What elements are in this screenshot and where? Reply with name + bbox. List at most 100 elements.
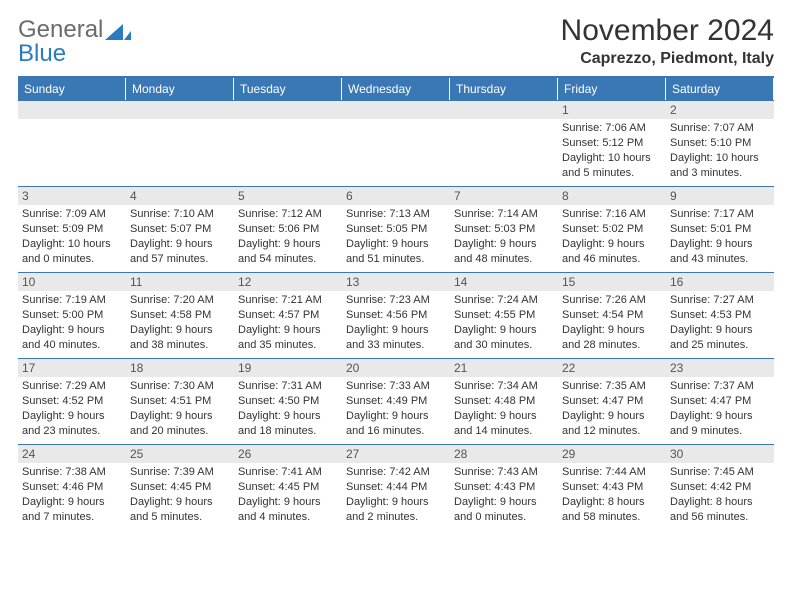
day-number: 7 [450, 187, 558, 205]
sunrise-text: Sunrise: 7:09 AM [22, 207, 122, 222]
day-number: 27 [342, 445, 450, 463]
calendar-cell: 27Sunrise: 7:42 AMSunset: 4:44 PMDayligh… [342, 444, 450, 530]
daylight-text: Daylight: 9 hours and 25 minutes. [670, 323, 770, 353]
logo-text-2: Blue [18, 40, 66, 67]
calendar-cell: 15Sunrise: 7:26 AMSunset: 4:54 PMDayligh… [558, 272, 666, 358]
day-number: 12 [234, 273, 342, 291]
day-details: Sunrise: 7:34 AMSunset: 4:48 PMDaylight:… [450, 377, 558, 442]
day-number: 15 [558, 273, 666, 291]
sunrise-text: Sunrise: 7:39 AM [130, 465, 230, 480]
day-details: Sunrise: 7:30 AMSunset: 4:51 PMDaylight:… [126, 377, 234, 442]
calendar-cell: 7Sunrise: 7:14 AMSunset: 5:03 PMDaylight… [450, 186, 558, 272]
daylight-text: Daylight: 9 hours and 23 minutes. [22, 409, 122, 439]
day-details: Sunrise: 7:44 AMSunset: 4:43 PMDaylight:… [558, 463, 666, 528]
day-number: 23 [666, 359, 774, 377]
day-number: 9 [666, 187, 774, 205]
sunset-text: Sunset: 5:05 PM [346, 222, 446, 237]
day-details: Sunrise: 7:23 AMSunset: 4:56 PMDaylight:… [342, 291, 450, 356]
calendar-cell: 28Sunrise: 7:43 AMSunset: 4:43 PMDayligh… [450, 444, 558, 530]
calendar-cell: 9Sunrise: 7:17 AMSunset: 5:01 PMDaylight… [666, 186, 774, 272]
weekday-header: Wednesday [342, 78, 450, 100]
weekday-header: Friday [558, 78, 666, 100]
day-number [450, 101, 558, 119]
day-number: 29 [558, 445, 666, 463]
calendar-cell [18, 100, 126, 186]
day-number [18, 101, 126, 119]
day-number: 30 [666, 445, 774, 463]
calendar-cell: 23Sunrise: 7:37 AMSunset: 4:47 PMDayligh… [666, 358, 774, 444]
day-number: 22 [558, 359, 666, 377]
day-details: Sunrise: 7:09 AMSunset: 5:09 PMDaylight:… [18, 205, 126, 270]
sunrise-text: Sunrise: 7:06 AM [562, 121, 662, 136]
day-details: Sunrise: 7:35 AMSunset: 4:47 PMDaylight:… [558, 377, 666, 442]
calendar-cell: 6Sunrise: 7:13 AMSunset: 5:05 PMDaylight… [342, 186, 450, 272]
sunset-text: Sunset: 4:58 PM [130, 308, 230, 323]
day-number: 6 [342, 187, 450, 205]
calendar-cell: 13Sunrise: 7:23 AMSunset: 4:56 PMDayligh… [342, 272, 450, 358]
sunrise-text: Sunrise: 7:10 AM [130, 207, 230, 222]
calendar-cell: 3Sunrise: 7:09 AMSunset: 5:09 PMDaylight… [18, 186, 126, 272]
sunrise-text: Sunrise: 7:37 AM [670, 379, 770, 394]
location-subtitle: Caprezzo, Piedmont, Italy [561, 50, 774, 68]
calendar-cell: 11Sunrise: 7:20 AMSunset: 4:58 PMDayligh… [126, 272, 234, 358]
sunset-text: Sunset: 4:50 PM [238, 394, 338, 409]
daylight-text: Daylight: 9 hours and 48 minutes. [454, 237, 554, 267]
day-details: Sunrise: 7:10 AMSunset: 5:07 PMDaylight:… [126, 205, 234, 270]
sunset-text: Sunset: 4:56 PM [346, 308, 446, 323]
day-number: 25 [126, 445, 234, 463]
month-title: November 2024 [561, 14, 774, 48]
calendar-cell: 17Sunrise: 7:29 AMSunset: 4:52 PMDayligh… [18, 358, 126, 444]
sunrise-text: Sunrise: 7:31 AM [238, 379, 338, 394]
sunrise-text: Sunrise: 7:30 AM [130, 379, 230, 394]
logo-text-1: General [18, 16, 103, 43]
daylight-text: Daylight: 8 hours and 58 minutes. [562, 495, 662, 525]
day-number: 20 [342, 359, 450, 377]
sunset-text: Sunset: 4:48 PM [454, 394, 554, 409]
calendar-cell [126, 100, 234, 186]
sunset-text: Sunset: 5:09 PM [22, 222, 122, 237]
day-details: Sunrise: 7:16 AMSunset: 5:02 PMDaylight:… [558, 205, 666, 270]
sunset-text: Sunset: 4:43 PM [562, 480, 662, 495]
day-details: Sunrise: 7:07 AMSunset: 5:10 PMDaylight:… [666, 119, 774, 184]
sunset-text: Sunset: 4:54 PM [562, 308, 662, 323]
daylight-text: Daylight: 8 hours and 56 minutes. [670, 495, 770, 525]
sunset-text: Sunset: 5:02 PM [562, 222, 662, 237]
sunset-text: Sunset: 4:53 PM [670, 308, 770, 323]
header: General Blue November 2024 Caprezzo, Pie… [18, 14, 774, 68]
calendar-cell: 18Sunrise: 7:30 AMSunset: 4:51 PMDayligh… [126, 358, 234, 444]
daylight-text: Daylight: 9 hours and 35 minutes. [238, 323, 338, 353]
day-details: Sunrise: 7:45 AMSunset: 4:42 PMDaylight:… [666, 463, 774, 528]
daylight-text: Daylight: 9 hours and 33 minutes. [346, 323, 446, 353]
sunset-text: Sunset: 4:55 PM [454, 308, 554, 323]
weekday-header: Thursday [450, 78, 558, 100]
day-number: 26 [234, 445, 342, 463]
calendar-cell: 1Sunrise: 7:06 AMSunset: 5:12 PMDaylight… [558, 100, 666, 186]
daylight-text: Daylight: 9 hours and 51 minutes. [346, 237, 446, 267]
calendar-cell: 22Sunrise: 7:35 AMSunset: 4:47 PMDayligh… [558, 358, 666, 444]
day-details [126, 119, 234, 125]
day-details: Sunrise: 7:13 AMSunset: 5:05 PMDaylight:… [342, 205, 450, 270]
day-number: 17 [18, 359, 126, 377]
day-number: 18 [126, 359, 234, 377]
sunset-text: Sunset: 5:07 PM [130, 222, 230, 237]
day-details: Sunrise: 7:27 AMSunset: 4:53 PMDaylight:… [666, 291, 774, 356]
daylight-text: Daylight: 9 hours and 9 minutes. [670, 409, 770, 439]
day-details [234, 119, 342, 125]
day-number: 3 [18, 187, 126, 205]
calendar-cell: 20Sunrise: 7:33 AMSunset: 4:49 PMDayligh… [342, 358, 450, 444]
sunrise-text: Sunrise: 7:33 AM [346, 379, 446, 394]
day-number: 24 [18, 445, 126, 463]
daylight-text: Daylight: 9 hours and 30 minutes. [454, 323, 554, 353]
day-details: Sunrise: 7:26 AMSunset: 4:54 PMDaylight:… [558, 291, 666, 356]
daylight-text: Daylight: 9 hours and 38 minutes. [130, 323, 230, 353]
daylight-text: Daylight: 9 hours and 57 minutes. [130, 237, 230, 267]
sunrise-text: Sunrise: 7:44 AM [562, 465, 662, 480]
day-details [342, 119, 450, 125]
sunrise-text: Sunrise: 7:42 AM [346, 465, 446, 480]
sunset-text: Sunset: 4:46 PM [22, 480, 122, 495]
daylight-text: Daylight: 9 hours and 5 minutes. [130, 495, 230, 525]
day-details: Sunrise: 7:24 AMSunset: 4:55 PMDaylight:… [450, 291, 558, 356]
sunrise-text: Sunrise: 7:19 AM [22, 293, 122, 308]
day-number: 1 [558, 101, 666, 119]
sunrise-text: Sunrise: 7:38 AM [22, 465, 122, 480]
